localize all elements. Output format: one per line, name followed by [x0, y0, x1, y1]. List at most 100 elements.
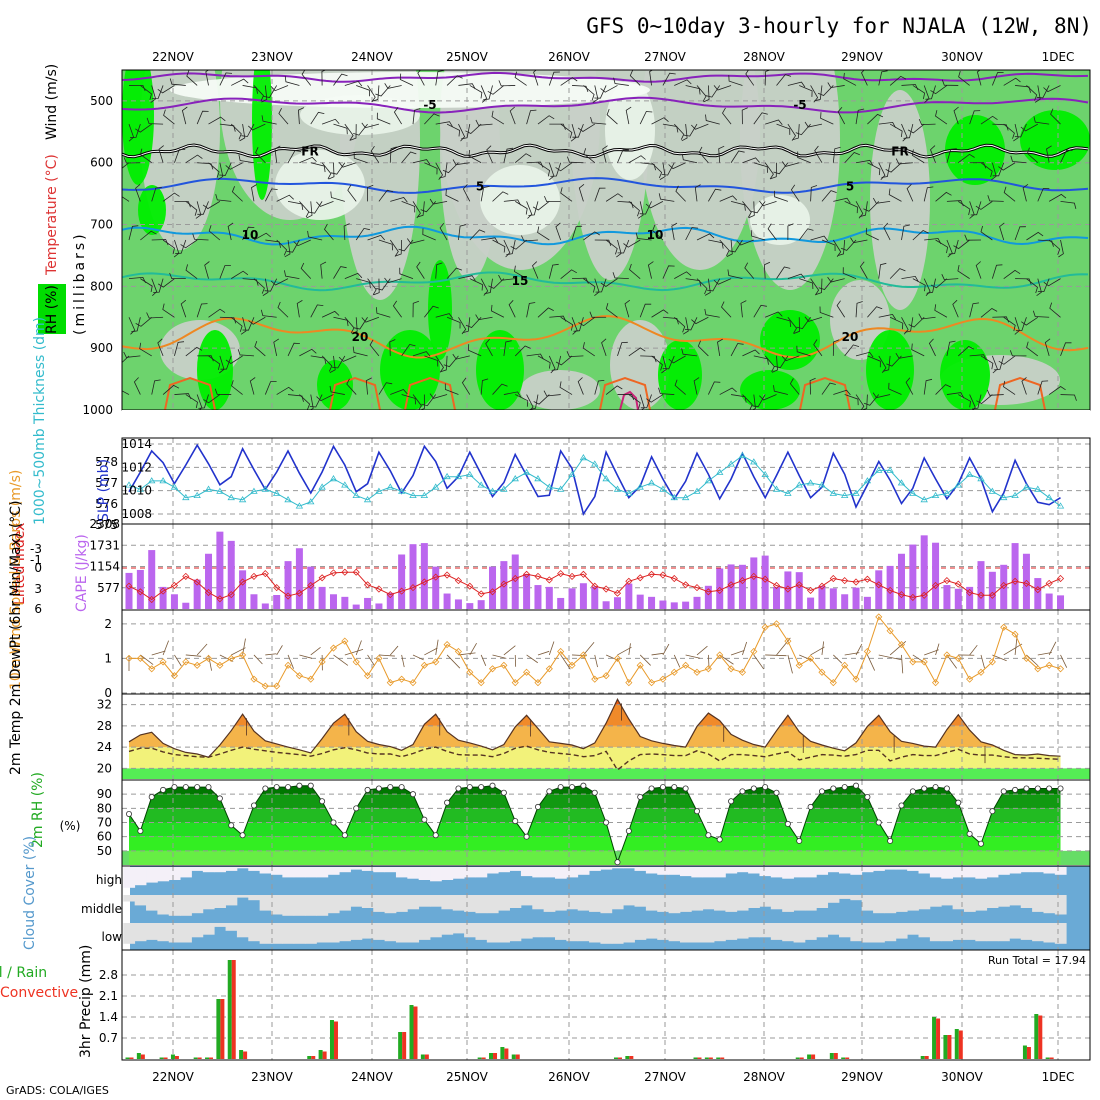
wind-barb [923, 278, 931, 296]
cape-bar [227, 540, 235, 609]
rh2m-marker [591, 789, 598, 796]
precip-total-bar [829, 1053, 834, 1059]
wind-barb [750, 230, 766, 241]
cape-bar [432, 566, 440, 609]
precip-total-bar [216, 999, 221, 1059]
cloud-clear-segment [657, 895, 669, 912]
cloud-clear-segment [918, 867, 931, 874]
wind-barb [175, 239, 187, 254]
cloud-clear-segment [679, 895, 692, 912]
wind10m-marker [931, 679, 940, 687]
cloud-clear-segment [804, 867, 817, 878]
lifted-index-marker [727, 581, 735, 589]
lifted-index-marker [863, 575, 871, 583]
wind-barb [231, 270, 249, 279]
wind-barb [526, 353, 544, 360]
cloud-clear-segment [430, 895, 442, 907]
cloud-clear-segment [464, 895, 476, 912]
cape-bar [636, 594, 644, 609]
cloud-clear-segment [123, 923, 136, 944]
wind-barb [787, 223, 794, 241]
wind-barb [373, 278, 380, 296]
rh2m-marker [444, 799, 451, 806]
wind-barb [809, 377, 816, 395]
wind-barb [674, 271, 692, 279]
wind-barb [958, 201, 971, 216]
precip-total-bar [807, 1054, 812, 1059]
rh2m-marker [432, 832, 439, 839]
wind10m-marker [250, 675, 258, 683]
tick-label: 577 [95, 476, 118, 490]
cloud-clear-segment [316, 867, 329, 878]
cape-bar [136, 569, 144, 609]
rh-legend-label: RH (%) [44, 285, 60, 334]
lifted-index-marker [523, 570, 531, 578]
precip-total-bar [920, 1056, 925, 1059]
wind10m-marker [500, 661, 508, 669]
wind-barb [346, 378, 357, 395]
wind-barb [560, 77, 578, 86]
thickness-marker [148, 477, 156, 484]
cloud-clear-segment [963, 867, 976, 878]
wind10m-barb [196, 643, 208, 656]
cape-bar [284, 561, 292, 609]
wind-barb [169, 78, 186, 86]
wind10m-barb [526, 654, 538, 664]
thickness-marker [204, 485, 213, 492]
wind-barb [321, 355, 333, 372]
cloud-clear-segment [566, 867, 579, 878]
wind10m-marker [261, 682, 269, 690]
wind-barb [465, 316, 482, 328]
rh-contour-region [740, 70, 840, 290]
precip-axis: 0.71.42.12.8 [99, 968, 118, 1045]
cloud-clear-segment [168, 867, 181, 880]
lifted-index-marker [125, 582, 133, 590]
wind-barb [872, 392, 891, 399]
cape-bar [307, 566, 315, 609]
wind-barb [452, 159, 470, 166]
wind10m-line [129, 615, 1061, 687]
cloud-clear-segment [418, 895, 431, 907]
lifted-index-marker [966, 588, 974, 597]
wind-barb [704, 278, 711, 296]
cloud-clear-segment [486, 867, 499, 874]
wind10m-axis-label: 10m Wind Speed & Barbs (m/s) [8, 470, 24, 690]
wind-barb [406, 238, 425, 244]
wind-barb [197, 201, 209, 215]
wind-barb [162, 192, 180, 202]
cape-bar [875, 570, 883, 609]
wind-barb [528, 201, 539, 216]
lifted-index-marker [1056, 574, 1065, 583]
cloud-clear-segment [543, 867, 556, 878]
wind-barb [548, 263, 559, 279]
wind-barb [157, 338, 164, 357]
cloud-clear-segment [134, 867, 147, 886]
cloud-clear-segment [305, 867, 317, 878]
lifted-index-axis-label: Lifted Index [12, 523, 28, 605]
cape-bar [148, 550, 156, 609]
tick-label: 1.4 [99, 1010, 118, 1024]
thickness-axis-label: 1000~500mb Thickness (dm) [32, 317, 48, 525]
lifted-index-marker [534, 572, 542, 580]
thickness-marker [182, 493, 190, 501]
tick-label: 575 [95, 518, 118, 532]
wind-barb [424, 305, 439, 318]
wind10m-line [125, 613, 1065, 690]
lifted-index-marker [295, 589, 303, 597]
wind-barb [296, 300, 303, 318]
wind-barb [675, 185, 686, 202]
wind-barb [624, 299, 631, 318]
thickness-marker [443, 472, 451, 480]
wind-barb [353, 123, 368, 136]
wind-barb [277, 301, 289, 318]
wind-barb [286, 239, 300, 253]
cloud-clear-segment [691, 867, 704, 878]
thickness-marker [386, 483, 394, 490]
thickness-marker [556, 485, 565, 492]
wind10m-barb [537, 650, 550, 656]
rh2m-marker [1000, 788, 1007, 795]
wind-barb [192, 233, 209, 241]
wind10m-barb [594, 654, 598, 668]
